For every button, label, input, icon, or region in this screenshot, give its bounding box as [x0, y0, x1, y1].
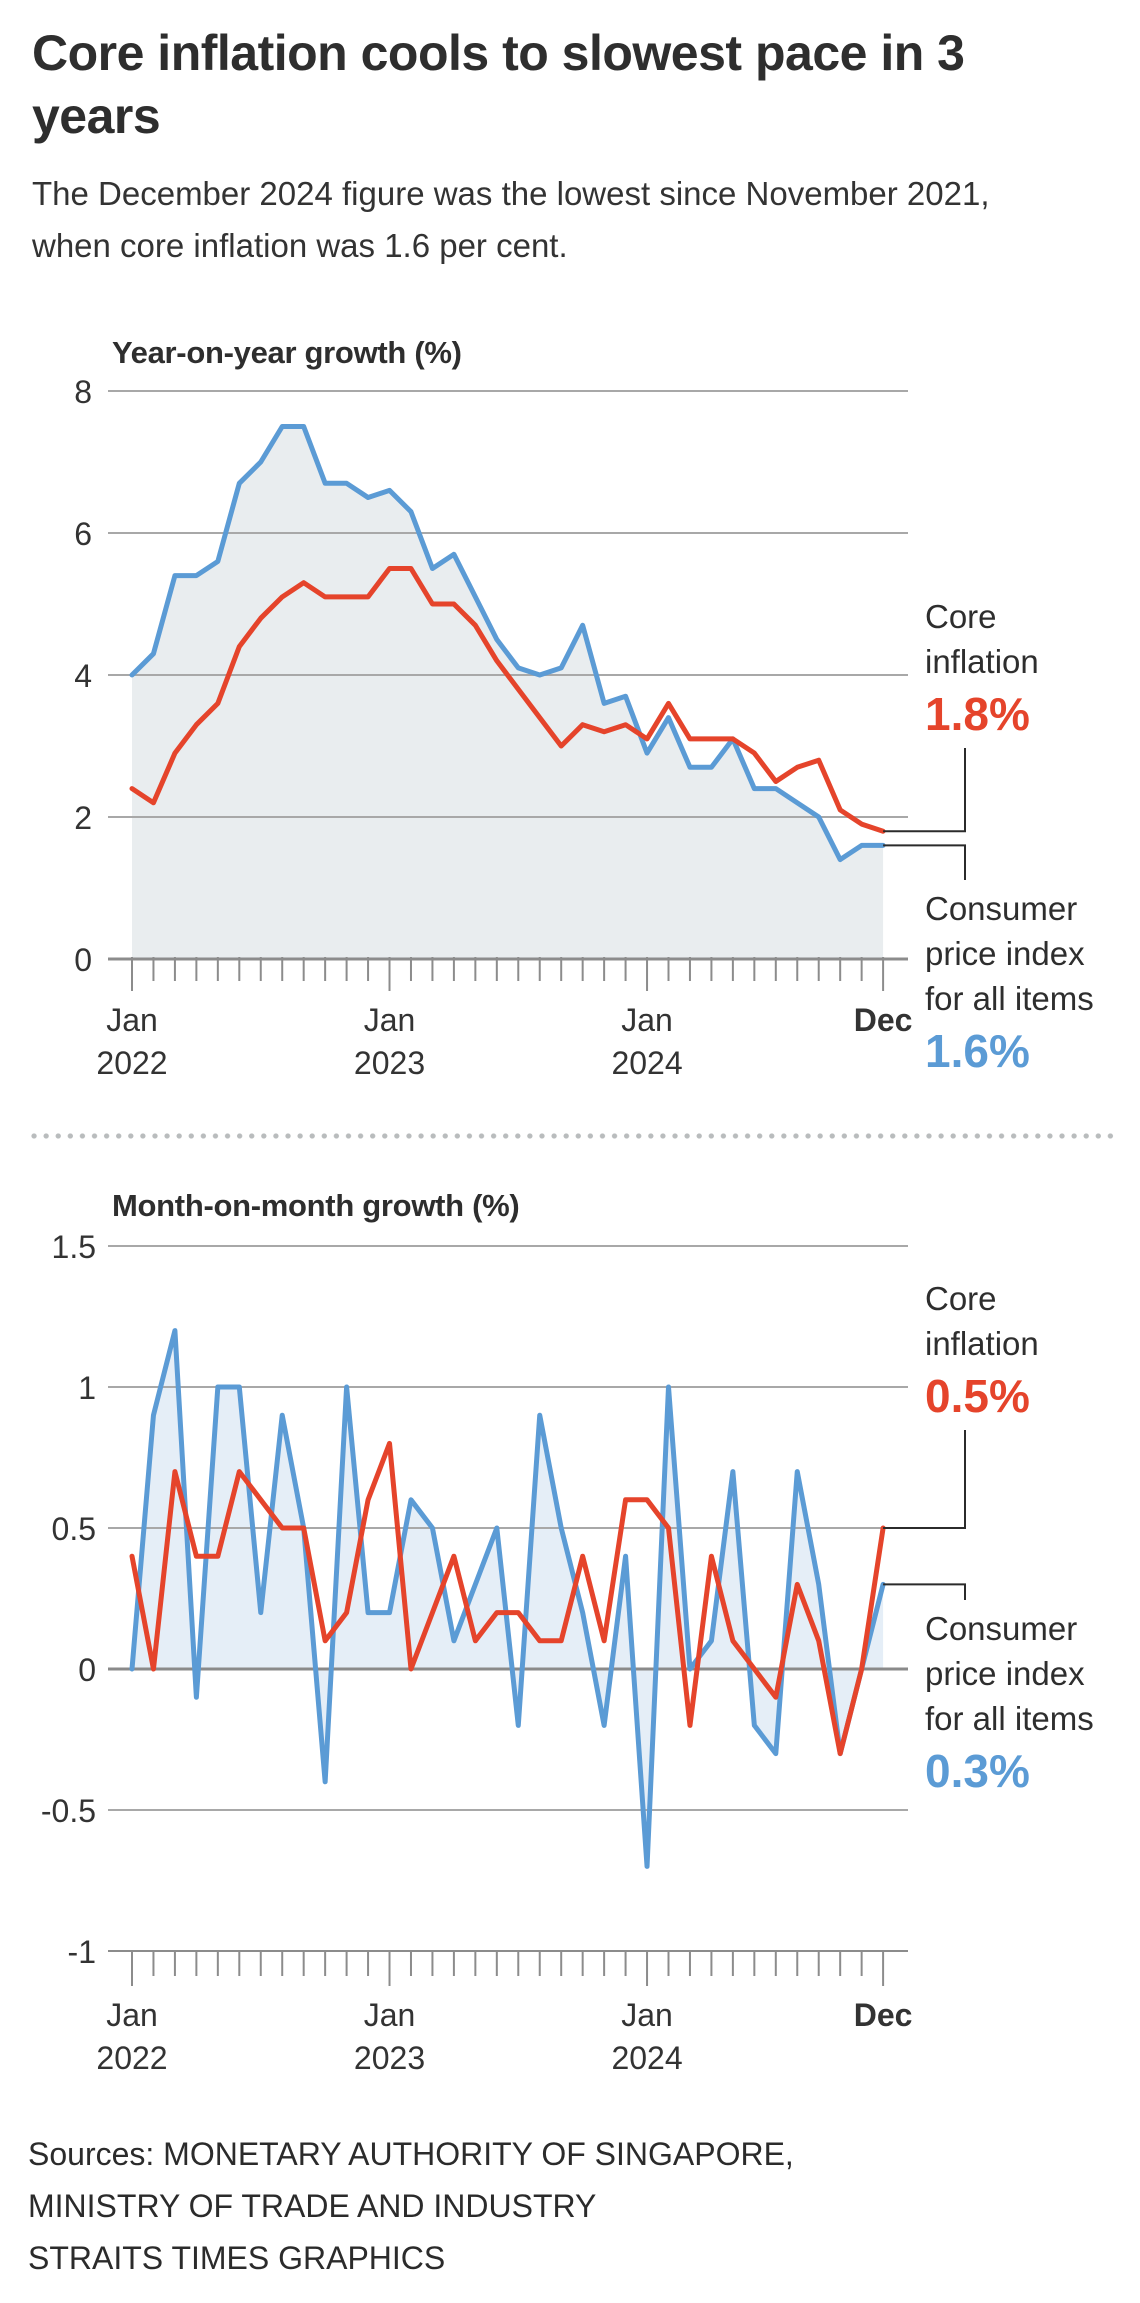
cpi-series-label: for all items [925, 980, 1094, 1017]
x-tick-label: 2022 [96, 1045, 167, 1081]
yoy-chart: 0 2 4 6 8 Jan 2022 Jan 2023 Jan 2024 Dec Core inflati… [74, 374, 1094, 1081]
mom-chart: -1 -0.5 0 0.5 1 1.5 Jan 2022 Jan 2023 Jan 2024 Dec Co… [41, 1229, 1094, 2076]
cpi-series-label: Consumer [925, 890, 1077, 927]
cpi-area [132, 1330, 884, 1867]
y-tick-label: 1.5 [52, 1229, 96, 1265]
core-line [129, 566, 886, 834]
cpi-area [132, 426, 884, 959]
y-tick-label: 4 [74, 658, 92, 694]
sources: Sources: MONETARY AUTHORITY OF SINGAPORE… [28, 2128, 794, 2284]
y-tick-label: 2 [74, 800, 92, 836]
section-divider [28, 1133, 1118, 1139]
cpi-series-label: for all items [925, 1700, 1094, 1737]
y-tick-label: 0 [74, 942, 92, 978]
page-subtitle: The December 2024 figure was the lowest … [32, 175, 990, 264]
y-tick-label: 0 [78, 1652, 96, 1688]
x-tick-label: Jan [106, 1002, 158, 1038]
cpi-leader-line [883, 844, 966, 880]
x-tick-label: Jan [364, 1002, 416, 1038]
y-tick-label: 1 [78, 1370, 96, 1406]
cpi-latest-value: 0.3% [925, 1745, 1030, 1797]
y-tick-label: 8 [74, 374, 92, 410]
x-tick-label: Jan [621, 1002, 673, 1038]
cpi-leader-line [883, 1583, 966, 1600]
core-leader-line [883, 748, 966, 833]
y-tick-label: 0.5 [52, 1511, 96, 1547]
page-title: Core inflation cools to slowest pace in … [32, 25, 965, 144]
core-series-label: Core [925, 1280, 997, 1317]
x-tick-label: Dec [854, 1997, 913, 2033]
sources-line: Sources: MONETARY AUTHORITY OF SINGAPORE… [28, 2136, 794, 2172]
cpi-series-label: Consumer [925, 1610, 1077, 1647]
x-tick-label: 2024 [611, 2040, 682, 2076]
x-tick-label: 2024 [611, 1045, 682, 1081]
x-tick-label: Jan [106, 1997, 158, 2033]
core-series-label: inflation [925, 643, 1039, 680]
x-tick-label: Jan [364, 1997, 416, 2033]
cpi-line [129, 424, 886, 863]
cpi-series-label: price index [925, 935, 1085, 972]
mom-chart-title: Month-on-month growth (%) [112, 1188, 520, 1223]
x-tick-label: 2023 [354, 1045, 425, 1081]
core-leader-line [883, 1430, 966, 1529]
cpi-line [129, 1328, 886, 1869]
y-tick-label: 6 [74, 516, 92, 552]
core-series-label: Core [925, 598, 997, 635]
cpi-series-label: price index [925, 1655, 1085, 1692]
sources-line: MINISTRY OF TRADE AND INDUSTRY [28, 2188, 597, 2224]
y-tick-label: -1 [68, 1934, 96, 1970]
x-tick-label: Jan [621, 1997, 673, 2033]
cpi-latest-value: 1.6% [925, 1025, 1030, 1077]
core-series-label: inflation [925, 1325, 1039, 1362]
core-line [129, 1440, 886, 1757]
y-tick-label: -0.5 [41, 1793, 96, 1829]
sources-line: STRAITS TIMES GRAPHICS [28, 2240, 446, 2276]
x-tick-label: Dec [854, 1002, 913, 1038]
x-tick-label: 2023 [354, 2040, 425, 2076]
x-tick-label: 2022 [96, 2040, 167, 2076]
yoy-chart-title: Year-on-year growth (%) [112, 335, 462, 370]
core-latest-value: 1.8% [925, 688, 1030, 740]
core-latest-value: 0.5% [925, 1370, 1030, 1422]
